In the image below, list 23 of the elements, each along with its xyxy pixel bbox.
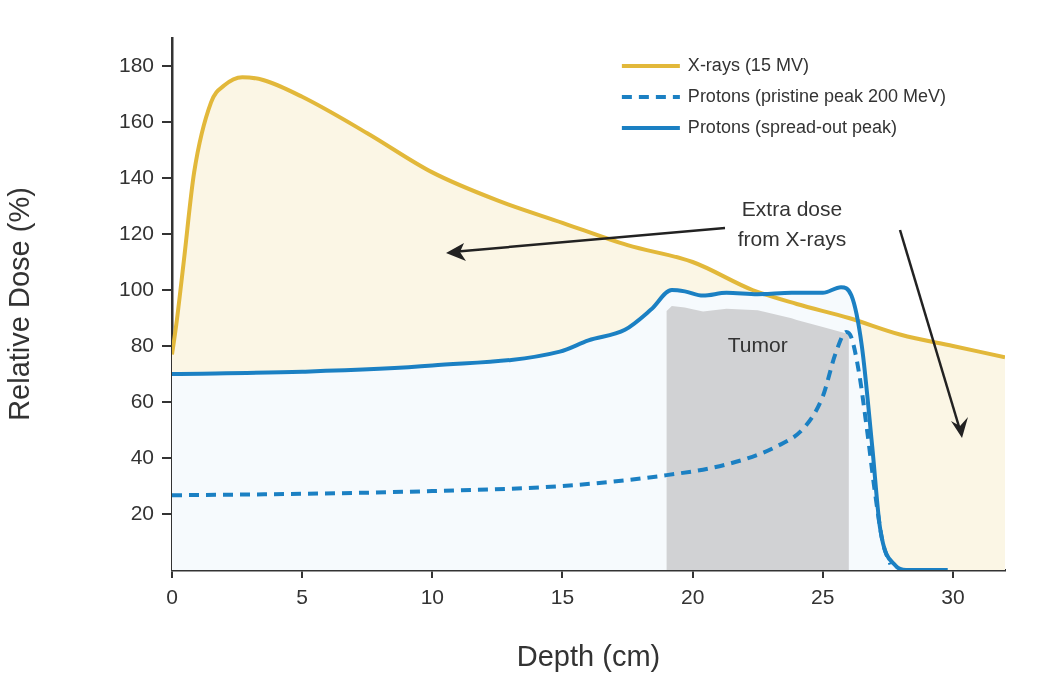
y-tick-label: 20 [130,500,154,524]
y-tick-label: 120 [118,220,154,244]
x-axis-title: Depth (cm) [516,639,661,672]
y-tick-label: 60 [130,388,154,412]
legend-label: Protons (pristine peak 200 MeV) [687,85,947,106]
x-tick-label: 30 [941,585,965,609]
legend-label: X-rays (15 MV) [687,54,809,75]
x-tick-label: 20 [680,585,705,609]
y-tick-label: 40 [130,444,154,468]
band-label: Tumor [727,333,788,357]
y-tick-label: 140 [118,164,154,188]
y-tick-label: 180 [118,52,154,76]
y-tick-label: 100 [118,276,154,300]
y-tick-label: 80 [130,332,154,356]
x-tick-label: 25 [811,585,835,609]
x-tick-label: 15 [550,585,575,609]
x-tick-label: 10 [420,585,444,609]
legend-label: Protons (spread-out peak) [687,116,897,137]
x-tick-label: 5 [296,585,308,609]
y-axis-title: Relative Dose (%) [3,187,36,421]
x-tick-label: 0 [166,585,178,609]
annotation: Extra dose from X-rays [736,196,848,252]
y-tick-label: 160 [118,108,154,132]
